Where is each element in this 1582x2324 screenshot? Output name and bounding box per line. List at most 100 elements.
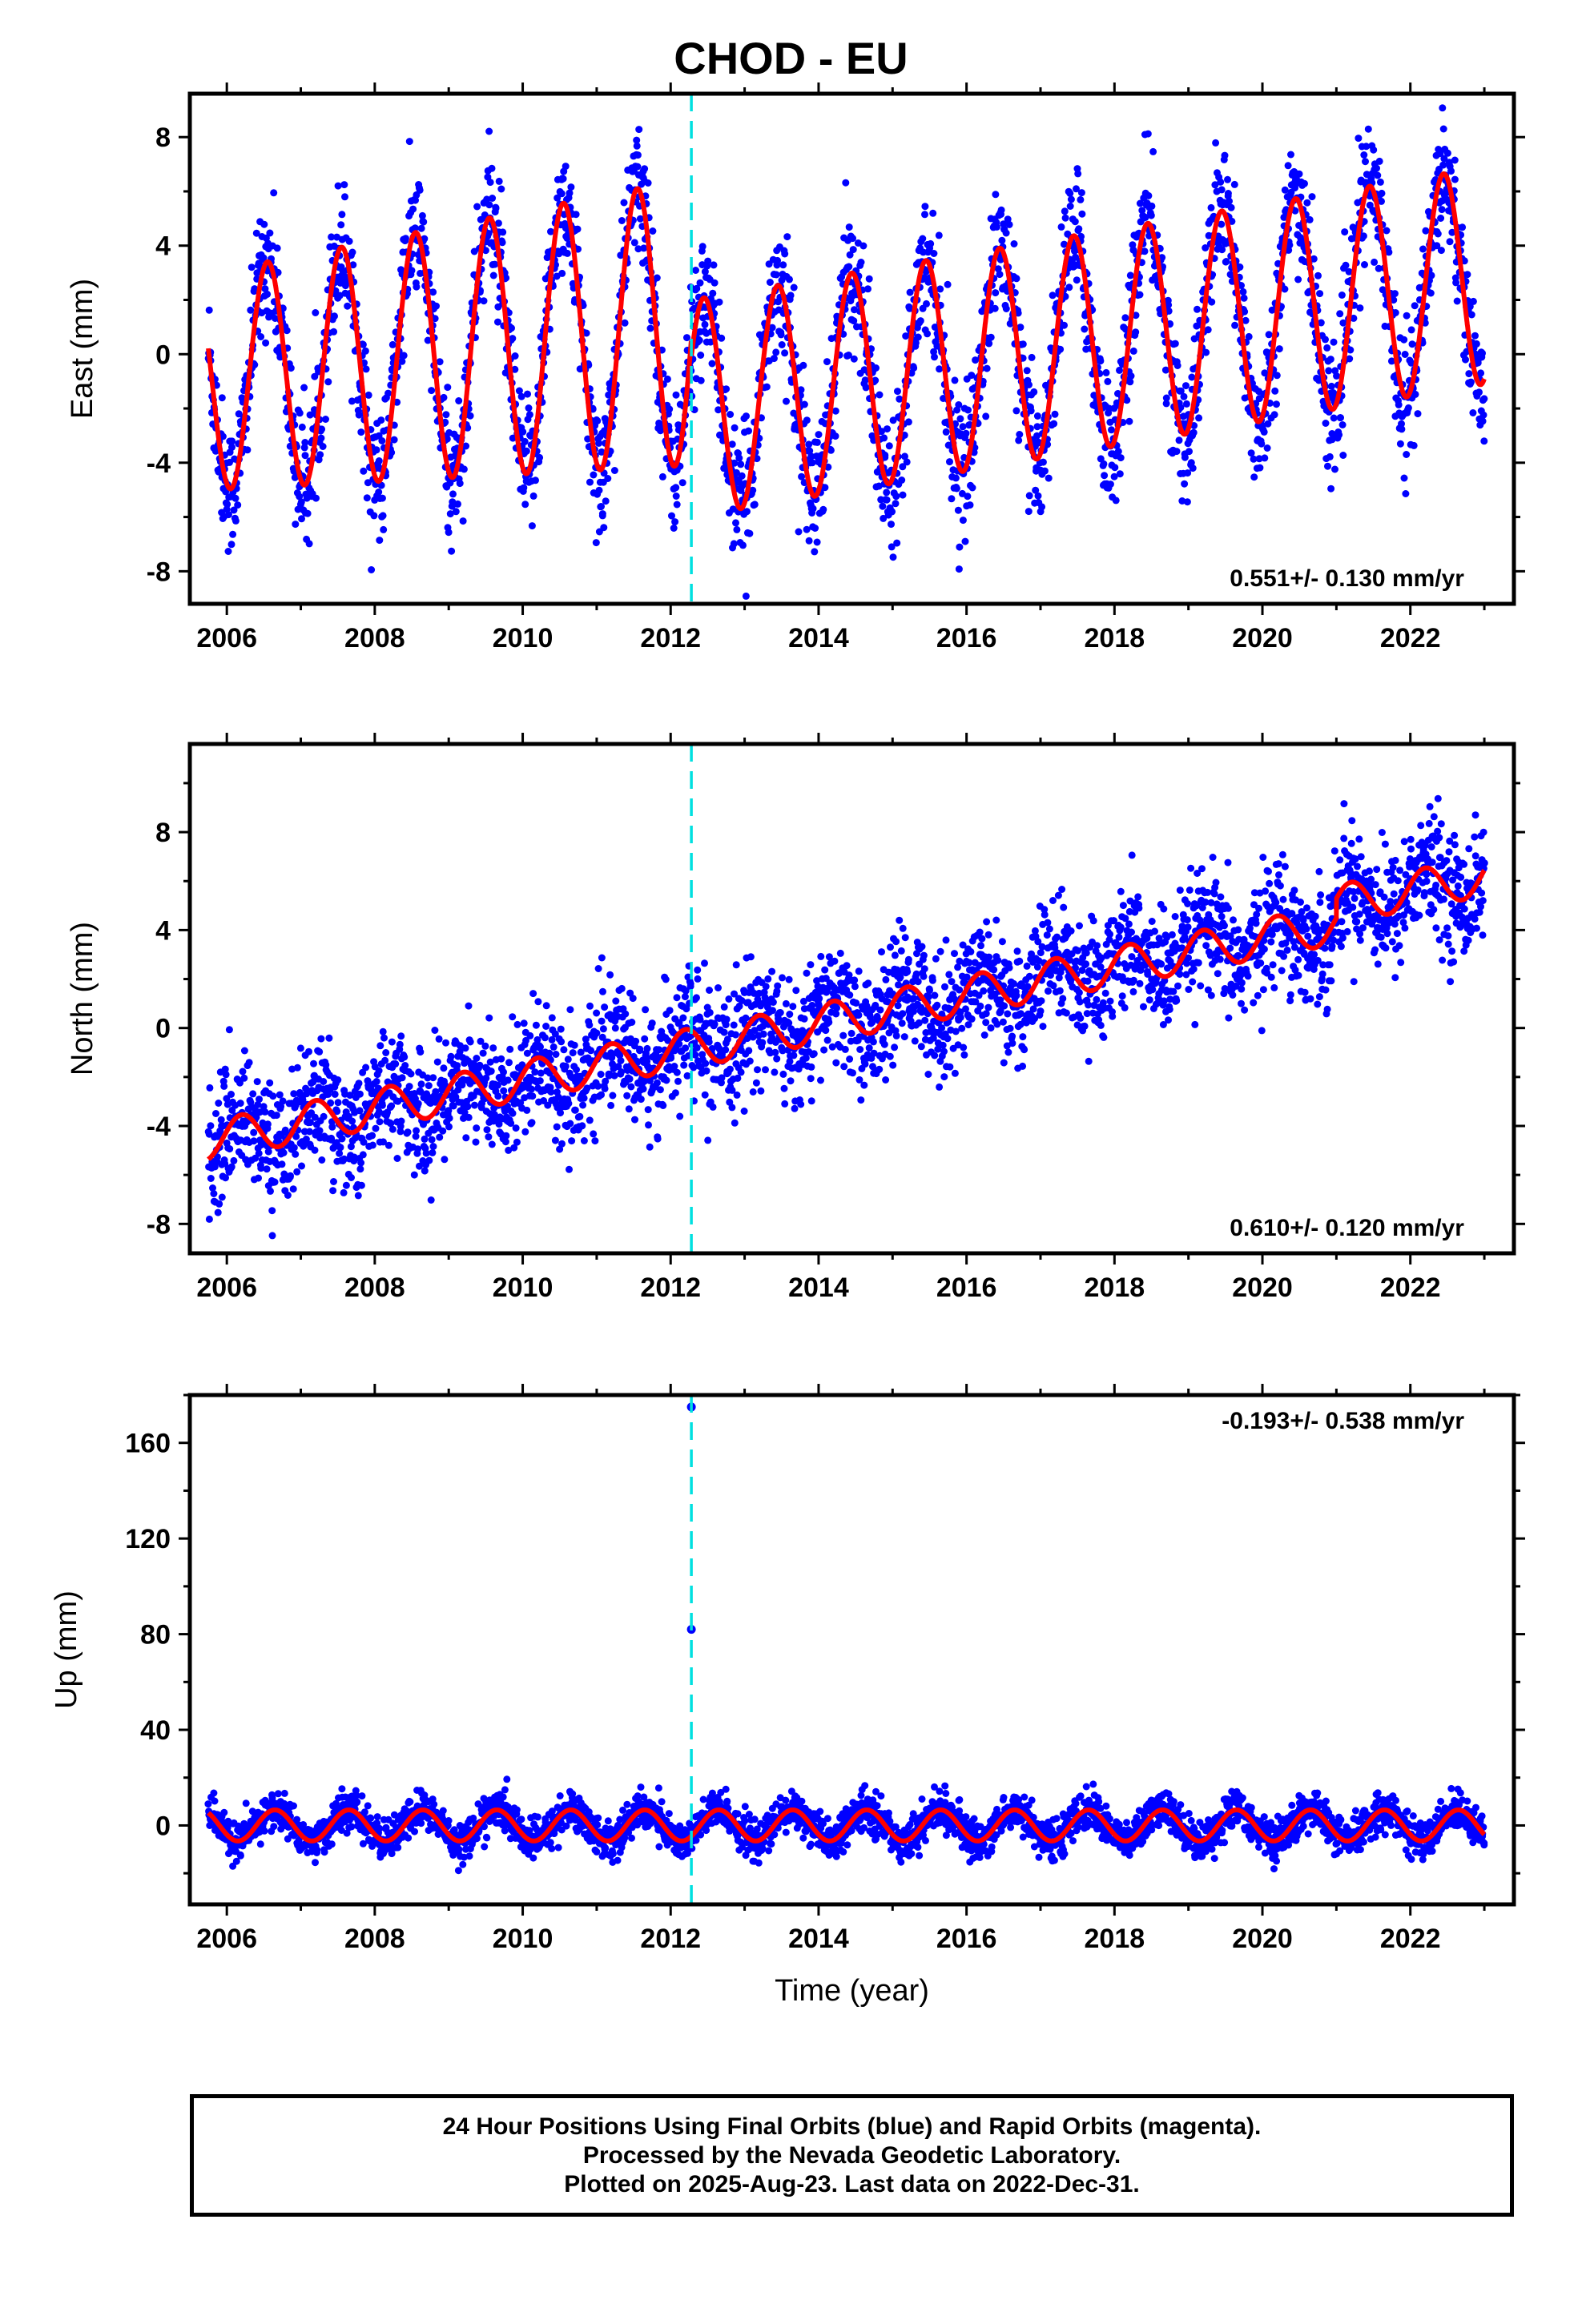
data-points xyxy=(204,794,1488,1240)
data-point xyxy=(611,1024,619,1032)
data-point xyxy=(649,227,657,235)
data-point xyxy=(809,505,817,513)
data-point xyxy=(397,1032,405,1040)
data-point xyxy=(207,1175,215,1182)
data-point xyxy=(497,185,505,193)
data-point xyxy=(421,1167,429,1175)
data-point xyxy=(498,239,506,247)
data-point xyxy=(730,540,738,548)
data-point xyxy=(1308,193,1316,201)
data-point xyxy=(341,193,348,201)
data-point xyxy=(994,265,1002,273)
data-point xyxy=(1190,428,1198,436)
data-point xyxy=(1316,290,1324,298)
data-point xyxy=(847,1029,855,1037)
data-point xyxy=(1439,161,1447,169)
data-point xyxy=(1204,326,1212,334)
data-point xyxy=(357,428,365,436)
data-point xyxy=(1407,326,1415,334)
data-point xyxy=(599,987,606,995)
data-point xyxy=(594,965,602,972)
data-point xyxy=(304,509,312,517)
data-point xyxy=(375,1067,383,1075)
data-point xyxy=(673,994,681,1002)
data-point xyxy=(1443,149,1451,157)
data-point xyxy=(1427,289,1435,297)
data-point xyxy=(431,1027,439,1034)
data-point xyxy=(360,467,368,475)
data-point xyxy=(896,395,904,403)
data-point xyxy=(831,957,839,965)
data-point xyxy=(1402,490,1410,497)
data-point xyxy=(845,263,853,271)
data-point xyxy=(1012,275,1020,283)
data-point xyxy=(936,365,944,373)
data-point xyxy=(448,547,456,555)
data-point xyxy=(393,1155,401,1162)
data-point xyxy=(504,1076,512,1084)
data-point xyxy=(1116,366,1123,374)
data-point xyxy=(1258,440,1266,448)
data-point xyxy=(693,994,700,1002)
data-point xyxy=(768,324,776,332)
data-point xyxy=(1182,400,1190,408)
data-point xyxy=(1400,336,1408,344)
data-point xyxy=(397,1117,405,1125)
data-point xyxy=(357,1181,365,1189)
data-point xyxy=(787,292,795,300)
data-point xyxy=(485,127,493,135)
data-point xyxy=(1162,394,1170,402)
data-point xyxy=(1362,158,1369,166)
data-point xyxy=(1250,473,1258,481)
data-point xyxy=(885,442,893,450)
data-point xyxy=(1356,304,1364,312)
data-point xyxy=(1051,410,1059,418)
data-point xyxy=(807,1063,815,1071)
y-tick-label: -4 xyxy=(147,448,171,479)
data-point xyxy=(701,267,709,275)
data-point xyxy=(408,267,416,275)
data-point xyxy=(1371,258,1379,266)
data-point xyxy=(271,1178,279,1186)
data-point xyxy=(377,416,385,424)
data-point xyxy=(964,406,972,414)
data-point xyxy=(485,1014,493,1022)
data-point xyxy=(927,239,935,247)
data-point xyxy=(1303,199,1311,207)
data-point xyxy=(723,1015,731,1023)
data-point xyxy=(996,271,1004,279)
data-point xyxy=(1002,305,1010,312)
data-point xyxy=(686,979,694,987)
data-point xyxy=(318,1156,326,1164)
data-point xyxy=(825,1018,833,1026)
data-point xyxy=(675,1040,683,1048)
data-point xyxy=(882,1076,890,1084)
data-point xyxy=(214,1208,222,1216)
data-point xyxy=(743,508,751,516)
data-point xyxy=(230,506,238,514)
data-point xyxy=(565,1100,573,1108)
data-point xyxy=(1338,421,1347,428)
data-point xyxy=(526,1031,534,1039)
data-point xyxy=(573,1066,580,1074)
data-point xyxy=(529,1092,537,1100)
data-point xyxy=(959,517,967,525)
data-point xyxy=(718,334,726,342)
data-point xyxy=(537,1043,544,1051)
data-point xyxy=(215,1200,223,1208)
data-point xyxy=(334,1099,342,1107)
data-point xyxy=(601,1084,609,1092)
data-point xyxy=(429,288,437,296)
data-point xyxy=(1217,178,1225,186)
data-point xyxy=(644,1106,652,1114)
data-point xyxy=(636,1045,644,1053)
data-point xyxy=(1326,452,1334,460)
data-point xyxy=(1260,428,1268,436)
data-point xyxy=(576,1112,584,1120)
data-point xyxy=(488,1140,496,1148)
data-point xyxy=(1057,345,1065,353)
data-point xyxy=(582,329,590,337)
data-point xyxy=(1275,345,1283,353)
data-point xyxy=(574,225,582,233)
data-point xyxy=(872,364,880,372)
